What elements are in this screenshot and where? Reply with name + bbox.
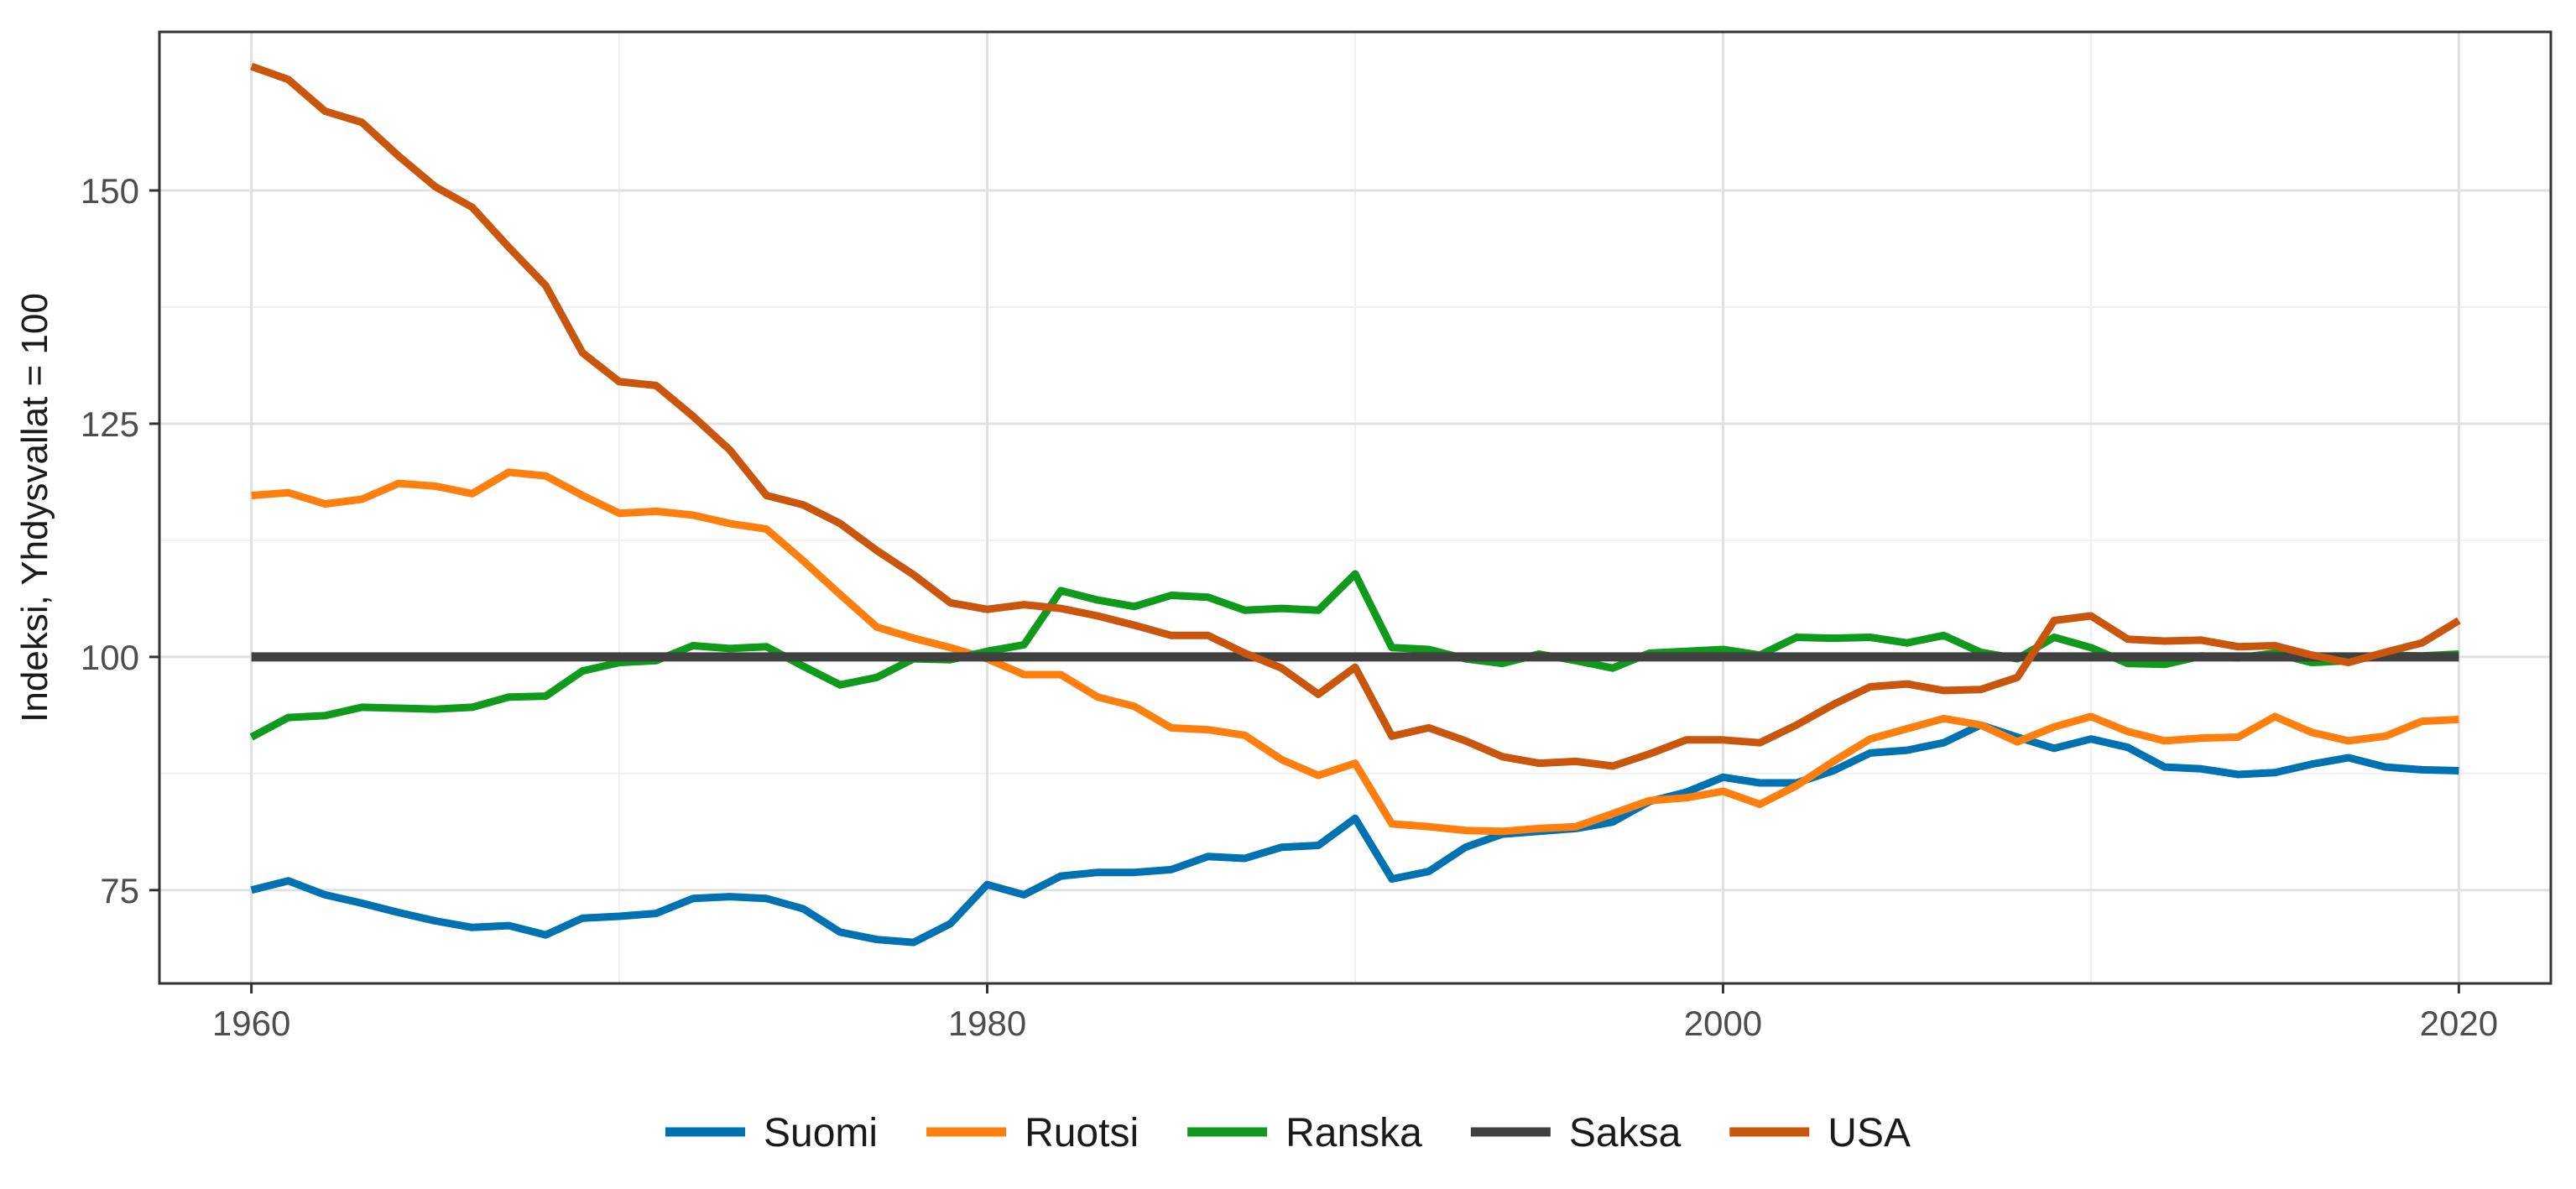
x-tick-label: 1960 — [212, 1004, 290, 1043]
series-line-usa — [250, 62, 2461, 770]
x-tick-label: 2020 — [2420, 1004, 2498, 1043]
y-axis-title: Indeksi, Yhdysvallat = 100 — [14, 293, 55, 722]
series-line-suomi — [250, 721, 2459, 947]
grid — [159, 32, 2551, 983]
legend-item-usa: USA — [1729, 1111, 1911, 1155]
x-tick-label: 2000 — [1684, 1004, 1762, 1043]
legend-label-suomi: Suomi — [764, 1111, 878, 1155]
series-line-ranska — [249, 570, 2459, 741]
y-tick-label: 100 — [81, 638, 139, 677]
plot-panel — [158, 30, 2553, 985]
legend-label-saksa: Saksa — [1569, 1111, 1682, 1155]
y-tick-label: 125 — [81, 404, 139, 444]
axis-ticks: 1960 1980 2000 2020 75 100 125 150 — [81, 171, 2498, 1043]
legend-label-ranska: Ranska — [1285, 1111, 1422, 1155]
legend-label-ruotsi: Ruotsi — [1025, 1111, 1139, 1155]
legend-label-usa: USA — [1828, 1111, 1911, 1155]
legend: Suomi Ruotsi Ranska Saksa USA — [665, 1111, 1911, 1155]
series-line-ruotsi — [251, 468, 2459, 836]
legend-item-ruotsi: Ruotsi — [926, 1111, 1139, 1155]
y-tick-label: 75 — [100, 871, 139, 910]
y-tick-label: 150 — [81, 171, 139, 211]
legend-item-ranska: Ranska — [1187, 1111, 1422, 1155]
legend-item-saksa: Saksa — [1470, 1111, 1682, 1155]
x-tick-label: 1980 — [948, 1004, 1026, 1043]
series-lines — [249, 62, 2461, 947]
legend-item-suomi: Suomi — [665, 1111, 878, 1155]
